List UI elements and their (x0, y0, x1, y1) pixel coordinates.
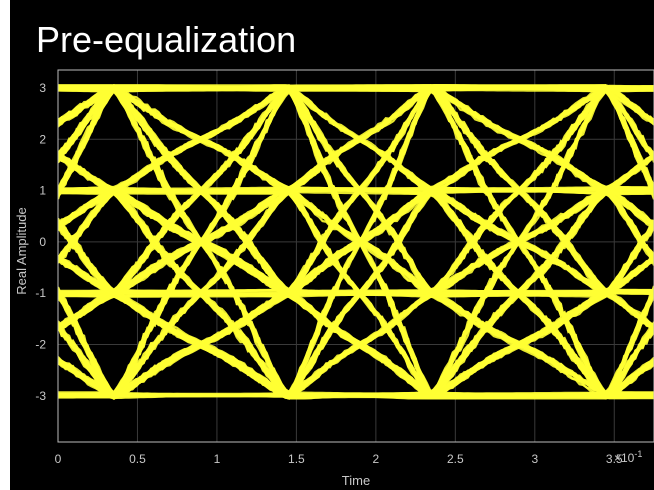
eye-trace-245 (58, 186, 654, 394)
eye-trace-257 (58, 88, 654, 397)
x-tick-label-7: 3.5 (606, 452, 623, 466)
x-tick-label-5: 2.5 (447, 452, 464, 466)
x-tick-label-2: 1 (214, 452, 221, 466)
eye-trace-238 (58, 190, 654, 293)
eye-traces (58, 83, 654, 401)
eye-trace-249 (58, 89, 654, 193)
y-tick-label-3: 0 (39, 235, 46, 249)
eye-trace-255 (58, 90, 654, 399)
eye-trace-258 (58, 85, 654, 399)
x-axis-label: Time (342, 473, 370, 488)
x-tick-label-4: 2 (373, 452, 380, 466)
axes-box (57, 69, 654, 443)
y-tick-label-6: -3 (35, 389, 46, 403)
x-tick-label-3: 1.5 (288, 452, 305, 466)
eye-trace-182 (58, 88, 654, 197)
figure-background (10, 0, 654, 490)
chart-title: Pre-equalization (36, 19, 296, 60)
x-tick-label-6: 3 (531, 452, 538, 466)
x-exponent-power: -1 (634, 449, 642, 459)
x-tick-label-0: 0 (55, 452, 62, 466)
y-axis-label: Real Amplitude (14, 207, 29, 294)
eye-trace-253 (58, 86, 654, 399)
y-tick-label-5: -2 (35, 338, 46, 352)
y-tick-label-1: 2 (39, 132, 46, 146)
eye-trace-259 (58, 86, 654, 298)
x-tick-label-1: 0.5 (129, 452, 146, 466)
eye-trace-254 (58, 186, 654, 397)
eye-trace-237 (58, 85, 654, 398)
y-tick-label-4: -1 (35, 286, 46, 300)
y-tick-label-0: 3 (39, 81, 46, 95)
y-tick-label-2: 1 (39, 184, 46, 198)
